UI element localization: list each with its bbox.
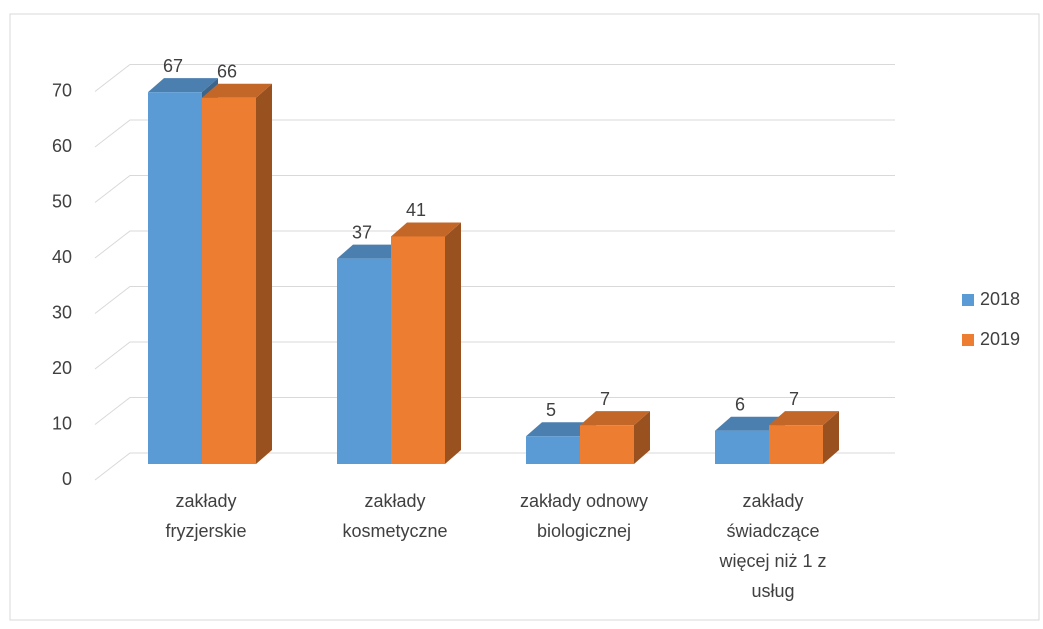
x-tick-label: zakłady kosmetyczne	[342, 491, 447, 541]
data-label: 7	[600, 389, 610, 409]
data-label: 6	[735, 394, 745, 414]
bar-top	[391, 222, 461, 237]
x-tick-label: zakłady świadczące więcej niż 1 z usług	[718, 491, 826, 601]
bar	[202, 97, 256, 464]
y-tick-label: 40	[52, 247, 72, 267]
data-label: 67	[163, 56, 183, 76]
x-tick-label: zakłady odnowy biologicznej	[520, 491, 648, 541]
bar-top	[337, 244, 407, 259]
data-label: 41	[406, 200, 426, 220]
grid-line	[94, 286, 895, 314]
bar-top	[202, 83, 272, 98]
data-label: 37	[352, 222, 372, 242]
bar-top	[148, 78, 218, 93]
y-tick-label: 20	[52, 358, 72, 378]
bar-side	[634, 411, 650, 464]
y-tick-label: 10	[52, 413, 72, 433]
bar-top	[715, 416, 785, 431]
bar-side	[445, 222, 461, 464]
data-label: 5	[546, 400, 556, 420]
legend-swatch	[962, 294, 974, 306]
bar	[391, 236, 445, 464]
grid-line	[94, 397, 895, 425]
data-label: 7	[789, 389, 799, 409]
bar	[337, 258, 391, 464]
bar-side	[256, 83, 272, 464]
bar	[715, 430, 769, 464]
legend-label: 2019	[980, 329, 1020, 349]
bar-side	[823, 411, 839, 464]
bar	[580, 425, 634, 464]
data-label: 66	[217, 61, 237, 81]
y-tick-label: 50	[52, 191, 72, 211]
bar	[526, 436, 580, 464]
grid-line	[94, 341, 895, 370]
legend-label: 2018	[980, 289, 1020, 309]
bar-top	[580, 411, 650, 426]
y-tick-label: 60	[52, 136, 72, 156]
grid-line	[94, 64, 895, 92]
grid-line	[94, 230, 895, 259]
y-tick-label: 30	[52, 302, 72, 322]
legend-swatch	[962, 334, 974, 346]
grid-line	[94, 119, 895, 148]
y-tick-label: 70	[52, 80, 72, 100]
x-tick-label: zakłady fryzjerskie	[165, 491, 246, 541]
bar-top	[769, 411, 839, 426]
bar	[148, 92, 202, 465]
bar	[769, 425, 823, 464]
grid-line	[94, 175, 895, 203]
bar-top	[526, 422, 596, 437]
y-tick-label: 0	[62, 469, 72, 489]
